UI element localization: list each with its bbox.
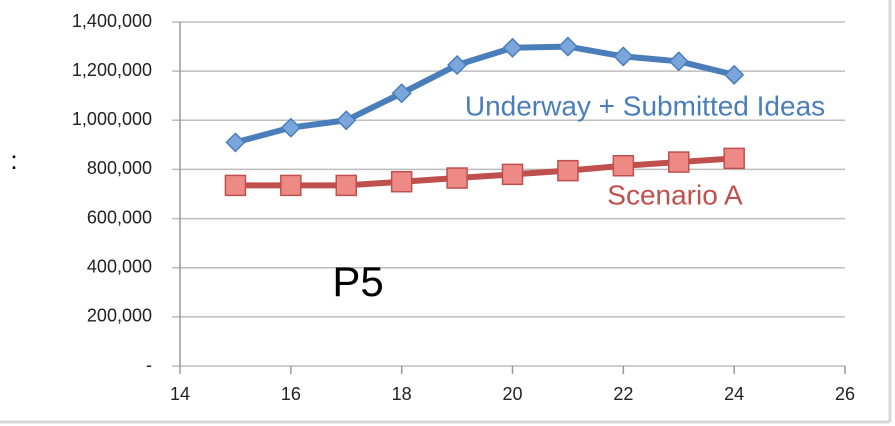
series-line bbox=[235, 155, 735, 189]
y-tick-label: - bbox=[146, 355, 152, 375]
x-tick-label: 24 bbox=[724, 384, 744, 404]
annotation: : bbox=[10, 145, 17, 175]
x-tick-label: 16 bbox=[281, 384, 301, 404]
point bbox=[335, 174, 357, 197]
x-tick-label: 14 bbox=[170, 384, 190, 404]
point bbox=[557, 159, 579, 182]
series-label: Scenario A bbox=[607, 179, 743, 210]
point bbox=[390, 170, 413, 193]
y-tick-label: 200,000 bbox=[87, 306, 152, 326]
point bbox=[613, 46, 634, 67]
y-tick-label: 1,400,000 bbox=[72, 11, 152, 31]
y-tick-label: 400,000 bbox=[87, 256, 152, 276]
point bbox=[446, 167, 468, 189]
y-tick-label: 1,000,000 bbox=[72, 109, 152, 129]
series-label: Underway + Submitted Ideas bbox=[465, 90, 825, 121]
point bbox=[225, 132, 246, 153]
point bbox=[723, 147, 745, 170]
point bbox=[336, 110, 357, 131]
y-tick-label: 1,200,000 bbox=[72, 60, 152, 80]
point bbox=[668, 51, 689, 72]
y-tick-label: 800,000 bbox=[87, 158, 152, 178]
point bbox=[557, 36, 578, 57]
series-line bbox=[234, 43, 735, 146]
point bbox=[391, 83, 412, 104]
annotation: P5 bbox=[332, 258, 383, 305]
x-tick-label: 26 bbox=[835, 384, 855, 404]
x-tick-label: 22 bbox=[613, 384, 633, 404]
point bbox=[501, 163, 524, 186]
point bbox=[724, 64, 745, 85]
point bbox=[612, 154, 635, 177]
y-tick-label: 600,000 bbox=[87, 207, 152, 227]
point bbox=[280, 174, 302, 197]
point bbox=[668, 151, 690, 173]
x-tick-label: 20 bbox=[502, 384, 522, 404]
point bbox=[280, 117, 301, 138]
point bbox=[224, 174, 247, 197]
point bbox=[502, 37, 523, 58]
x-tick-label: 18 bbox=[392, 384, 412, 404]
point bbox=[447, 54, 468, 76]
